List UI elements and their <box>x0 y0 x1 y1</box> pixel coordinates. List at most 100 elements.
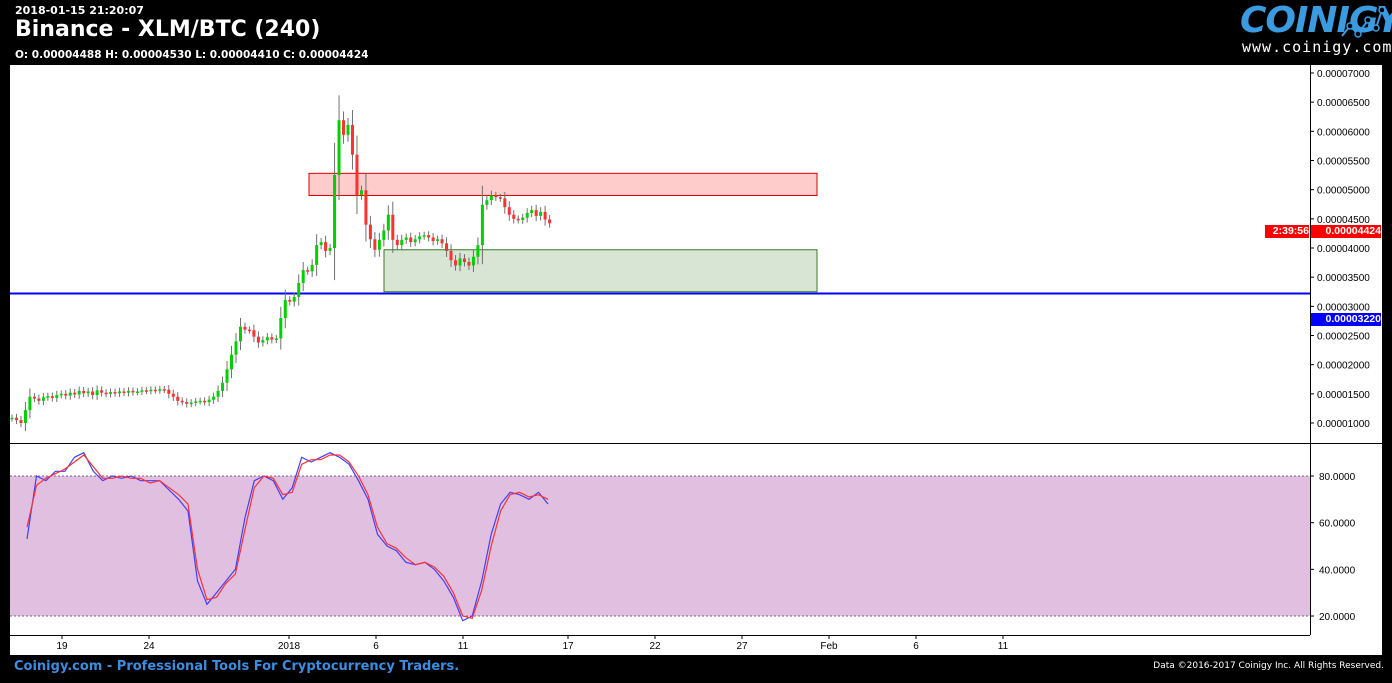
candle <box>391 214 395 240</box>
candle <box>270 337 274 340</box>
price-tick-label: 0.00003500 <box>1317 273 1370 284</box>
candle <box>95 390 99 395</box>
candle <box>221 382 225 391</box>
candle <box>440 239 444 244</box>
candle <box>230 354 234 370</box>
candle <box>265 337 269 341</box>
candle <box>355 154 359 195</box>
candle <box>158 389 162 391</box>
candle <box>543 211 547 220</box>
candle <box>180 400 184 403</box>
candle <box>68 392 72 396</box>
candle <box>404 237 408 240</box>
candle-countdown-label: 2:39:56 <box>1265 225 1309 238</box>
candle <box>377 239 381 250</box>
candle <box>198 400 202 403</box>
candle <box>516 218 520 221</box>
time-tick-label: 19 <box>56 641 68 652</box>
candle <box>171 393 175 397</box>
candle <box>324 242 328 251</box>
stoch-tick-label: 60.0000 <box>1319 519 1356 530</box>
price-tick-label: 0.00004500 <box>1317 215 1370 226</box>
stoch-tick-label: 20.0000 <box>1319 612 1356 623</box>
candle <box>413 239 417 243</box>
candle <box>28 396 32 411</box>
candle <box>454 260 458 266</box>
time-tick-label: 27 <box>736 641 748 652</box>
candle <box>10 417 14 420</box>
candle <box>185 402 189 404</box>
candle <box>131 390 135 393</box>
candle <box>494 195 498 198</box>
resistance-zone[interactable] <box>308 172 818 196</box>
candle <box>73 392 77 395</box>
candle <box>337 120 341 176</box>
candle <box>382 230 386 240</box>
footer-tagline[interactable]: Coinigy.com - Professional Tools For Cry… <box>14 659 460 674</box>
candle <box>350 124 354 155</box>
candle <box>149 389 153 392</box>
candle <box>37 398 41 401</box>
time-tick-label: 2018 <box>278 641 301 652</box>
hline-price-label: 0.00003220 <box>1311 313 1381 326</box>
candle <box>216 390 220 397</box>
candle <box>489 195 493 201</box>
candle <box>46 396 50 398</box>
time-tick-label: 11 <box>458 641 469 652</box>
price-tick-label: 0.00002000 <box>1317 361 1370 372</box>
candle <box>135 391 139 393</box>
candle <box>431 237 435 241</box>
candle <box>368 224 372 240</box>
candle <box>261 340 265 343</box>
candle <box>153 389 157 392</box>
candle <box>386 214 390 231</box>
candle <box>418 236 422 240</box>
candle <box>512 214 516 219</box>
price-tick-label: 0.00004000 <box>1317 244 1370 255</box>
candle <box>247 329 251 332</box>
candle <box>140 390 144 392</box>
candle <box>480 204 484 246</box>
price-tick-label: 0.00001500 <box>1317 390 1370 401</box>
candle <box>467 262 471 266</box>
candle <box>288 299 292 302</box>
candle <box>238 326 242 342</box>
candle <box>315 245 319 265</box>
candle <box>118 391 122 394</box>
price-tick-label: 0.00002500 <box>1317 332 1370 343</box>
price-tick-label: 0.00007000 <box>1317 69 1370 80</box>
candle <box>113 392 117 394</box>
support-zone[interactable] <box>383 249 818 293</box>
footer-copyright: Data ©2016-2017 Coinigy Inc. All Rights … <box>1153 661 1384 671</box>
price-tick-label: 0.00006500 <box>1317 98 1370 109</box>
candle <box>23 410 27 423</box>
candle <box>476 245 480 257</box>
candle <box>86 391 90 394</box>
candle <box>319 242 323 246</box>
candle <box>462 258 466 262</box>
time-tick-label: 24 <box>143 641 155 652</box>
candle <box>50 396 54 398</box>
time-tick-label: 11 <box>998 641 1009 652</box>
candle <box>109 392 113 394</box>
candle <box>162 389 166 391</box>
candle <box>256 336 260 343</box>
candle <box>203 400 207 403</box>
coinigy-logo[interactable]: COINIGY www.coinigy.com <box>1204 0 1392 60</box>
candle <box>507 207 511 215</box>
time-tick-label: 22 <box>649 641 661 652</box>
price-tick-label: 0.00003000 <box>1317 302 1370 313</box>
candle <box>274 338 278 340</box>
timestamp: 2018-01-15 21:20:07 <box>15 4 144 17</box>
candle <box>59 393 63 396</box>
candle <box>104 392 108 395</box>
candle <box>539 211 543 216</box>
candle <box>503 198 507 208</box>
candle <box>14 417 18 421</box>
candle <box>19 420 23 423</box>
candle <box>534 210 538 216</box>
candle <box>471 256 475 266</box>
candle <box>328 248 332 251</box>
candle <box>364 190 368 225</box>
